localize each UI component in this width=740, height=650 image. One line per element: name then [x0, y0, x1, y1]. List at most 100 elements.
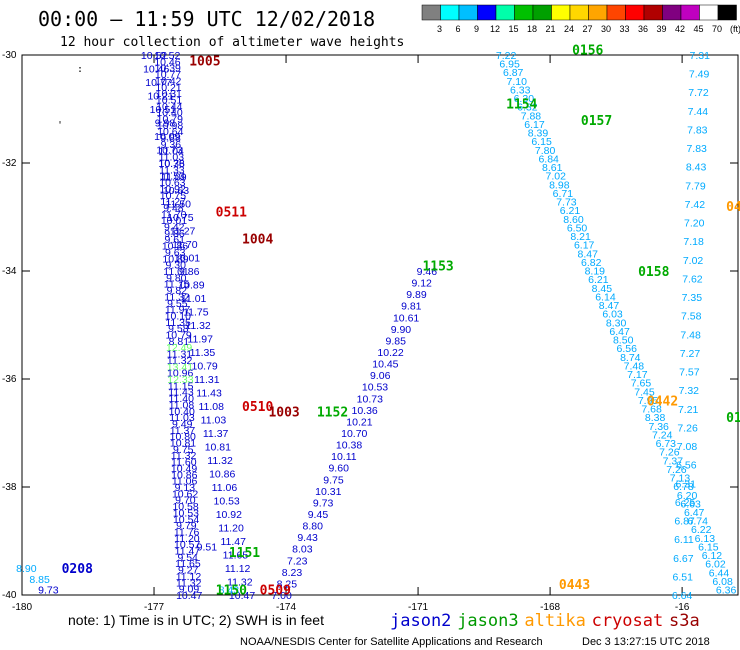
wave-height-value: 7.22: [496, 50, 517, 62]
wave-height-value: 6.74: [688, 516, 709, 528]
wave-height-value: 10.79: [165, 330, 191, 342]
wave-height-value: 10.46: [143, 64, 169, 76]
wave-height-value: 7.00: [271, 590, 292, 602]
wave-height-value: 11.47: [175, 546, 201, 558]
color-swatch: [569, 4, 589, 21]
wave-height-value: 7.83: [686, 143, 707, 155]
pass-time-label: 1003: [268, 405, 299, 420]
wave-height-value: 10.64: [157, 126, 183, 138]
wave-height-value: 10.10: [165, 310, 191, 322]
wave-height-value: 10.53: [213, 496, 239, 508]
wave-height-value: 6.56: [617, 343, 638, 355]
wave-height-value: 10.57: [174, 539, 200, 551]
wave-height-value: 11.50: [165, 199, 191, 211]
pass-time-label: 0511: [216, 206, 247, 221]
wave-height-value: 9.85: [386, 335, 407, 347]
wave-height-value: 9.48: [163, 202, 184, 214]
wave-height-value: 7.45: [634, 386, 655, 398]
wave-height-value: 11.32: [227, 577, 253, 589]
color-swatch: [680, 4, 700, 21]
wave-height-value: 7.65: [631, 378, 652, 390]
wave-height-value: 10.21: [155, 82, 181, 94]
wave-height-value: 10.21: [346, 416, 372, 428]
wave-height-value: 8.74: [620, 352, 641, 364]
pass-time-label: 0156: [572, 44, 603, 59]
wave-height-value: 6.08: [712, 576, 733, 588]
wave-height-value: 10.86: [171, 469, 197, 481]
wave-height-value: 9.75: [323, 474, 344, 486]
color-swatch: [662, 4, 682, 21]
wave-height-value: 10.98: [157, 120, 183, 132]
color-swatch: [514, 4, 534, 21]
wave-height-value: 10.52: [154, 50, 180, 62]
color-swatch: [588, 4, 608, 21]
y-axis-label: -30: [2, 50, 17, 61]
wave-height-value: 6.95: [499, 59, 520, 71]
wave-height-value: 7.23: [287, 555, 308, 567]
wave-height-value: 10.49: [171, 463, 197, 475]
wave-height-value: 7.18: [683, 236, 704, 248]
wave-height-value: 8.85: [29, 574, 50, 586]
wave-height-value: 11.03: [169, 412, 195, 424]
color-scale-label: 36: [638, 24, 648, 34]
wave-height-value: 6.51: [672, 571, 693, 583]
wave-height-value: 10.86: [162, 241, 188, 253]
color-scale-label: 3: [437, 24, 442, 34]
wave-height-value: 7.62: [682, 273, 703, 285]
wave-height-value: 9.45: [308, 509, 329, 521]
wave-height-value: 7.49: [689, 69, 710, 81]
wave-height-value: 7.26: [677, 422, 698, 434]
color-swatch: [495, 4, 515, 21]
wave-height-value: 10.40: [169, 406, 195, 418]
wave-height-value: 10.31: [315, 486, 341, 498]
wave-height-value: 11.32: [164, 291, 190, 303]
wave-height-value: 7.17: [627, 369, 648, 381]
wave-height-value: 10.79: [157, 114, 183, 126]
color-swatch: [551, 4, 571, 21]
wave-height-value: 10.77: [155, 69, 181, 81]
wave-height-value: 10.42: [155, 75, 181, 87]
wave-height-value: 10.22: [377, 347, 403, 359]
color-scale-label: 15: [508, 24, 518, 34]
wave-height-value: 11.76: [174, 526, 200, 538]
wave-height-value: 8.03: [292, 544, 313, 556]
satellite-legend-cryosat: cryosat: [592, 611, 664, 631]
wave-height-value: 7.37: [663, 455, 684, 467]
wave-height-value: 6.15: [698, 541, 719, 553]
wave-height-value: 8.23: [282, 567, 303, 579]
y-axis-label: -34: [2, 266, 17, 277]
wave-height-value: 10.75: [167, 212, 193, 224]
color-scale-label: 42: [675, 24, 685, 34]
wave-height-value: 6.30: [514, 93, 535, 105]
wave-height-value: 9.55: [167, 298, 188, 310]
wave-height-value: 8.38: [645, 412, 666, 424]
wave-height-value: 10.38: [336, 440, 362, 452]
wave-height-value: 7.48: [680, 329, 701, 341]
y-axis-label: -38: [2, 482, 17, 493]
color-scale-label: 70: [712, 24, 722, 34]
wave-height-value: 10.89: [178, 280, 204, 292]
wave-height-value: 6.02: [705, 559, 726, 571]
wave-height-value: 9.86: [164, 228, 185, 240]
wave-height-value: 10.70: [341, 428, 367, 440]
wave-height-value: 11.06: [172, 476, 198, 488]
wave-height-value: 6.78: [673, 481, 694, 493]
map-frame: [21, 54, 739, 596]
wave-height-value: 9.36: [161, 139, 182, 151]
wave-height-value: 11.97: [165, 304, 191, 316]
wave-height-value: 11.70: [172, 239, 198, 251]
wave-height-value: 11.53: [159, 171, 185, 183]
wave-height-value: 7.73: [556, 197, 577, 209]
wave-height-value: 9.43: [297, 532, 318, 544]
wave-height-value: 10.58: [172, 501, 198, 513]
wave-height-value: 11.20: [174, 533, 200, 545]
color-scale-label: 9: [474, 24, 479, 34]
wave-height-value: 7.21: [678, 404, 699, 416]
wave-height-value: 7.32: [679, 385, 700, 397]
wave-height-value: 6.21: [560, 205, 581, 217]
wave-height-value: 6.14: [595, 291, 616, 303]
wave-height-value: 9.13: [175, 482, 196, 494]
wave-height-value: 6.71: [553, 188, 574, 200]
wave-height-value: 11.04: [158, 145, 184, 157]
